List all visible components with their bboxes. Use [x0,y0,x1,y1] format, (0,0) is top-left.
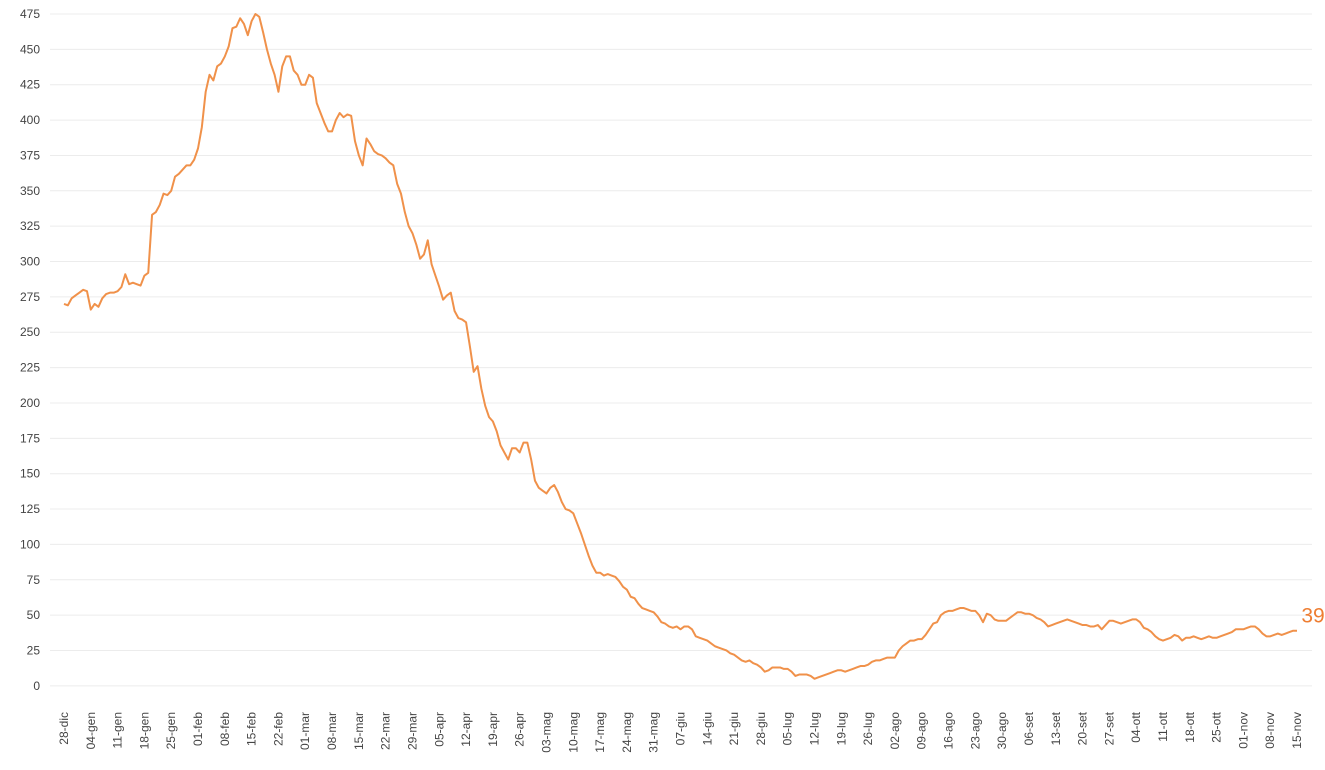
y-tick-label: 0 [33,679,40,693]
y-tick-label: 425 [20,78,40,92]
x-tick-label: 26-apr [513,712,527,747]
y-tick-label: 100 [20,537,40,551]
y-tick-label: 25 [27,643,41,657]
y-tick-label: 475 [20,7,40,21]
y-tick-label: 75 [27,573,41,587]
x-tick-label: 04-gen [84,712,98,749]
y-tick-label: 325 [20,219,40,233]
x-tick-label: 12-lug [808,712,822,745]
x-tick-label: 24-mag [620,712,634,753]
x-tick-label: 18-ott [1183,711,1197,742]
x-tick-label: 30-ago [995,712,1009,750]
x-tick-label: 08-mar [325,712,339,750]
x-tick-label: 05-apr [432,712,446,747]
x-tick-label: 16-ago [942,712,956,750]
y-tick-label: 150 [20,467,40,481]
x-tick-label: 01-mar [298,712,312,750]
x-tick-label: 28-giu [754,712,768,745]
x-tick-label: 22-feb [271,712,285,746]
y-tick-label: 250 [20,325,40,339]
x-tick-label: 02-ago [888,712,902,750]
y-tick-label: 350 [20,184,40,198]
last-value-label: 39 [1301,605,1324,628]
y-tick-label: 175 [20,431,40,445]
y-tick-label: 450 [20,42,40,56]
x-tick-label: 09-ago [915,712,929,750]
x-tick-label: 25-ott [1210,711,1224,742]
x-tick-label: 25-gen [164,712,178,749]
x-tick-label: 14-giu [700,712,714,745]
y-tick-label: 225 [20,361,40,375]
x-tick-label: 08-nov [1263,712,1277,749]
x-tick-label: 07-giu [674,712,688,745]
data-line [63,13,1297,680]
x-tick-label: 18-gen [137,712,151,749]
x-tick-label: 11-ott [1156,711,1170,741]
x-tick-label: 26-lug [861,712,875,745]
x-tick-label: 04-ott [1129,711,1143,742]
x-tick-label: 15-feb [245,712,259,746]
x-tick-label: 19-apr [486,712,500,747]
x-tick-label: 03-mag [539,712,553,753]
x-tick-label: 05-lug [781,712,795,745]
y-tick-label: 400 [20,113,40,127]
x-tick-label: 08-feb [218,712,232,746]
y-tick-label: 200 [20,396,40,410]
x-tick-label: 17-mag [593,712,607,753]
y-tick-label: 375 [20,148,40,162]
x-tick-label: 23-ago [968,712,982,750]
y-tick-label: 50 [27,608,41,622]
x-tick-label: 06-set [1022,711,1036,745]
x-tick-label: 01-feb [191,712,205,746]
x-tick-label: 20-set [1076,711,1090,745]
y-tick-label: 275 [20,290,40,304]
x-tick-label: 12-apr [459,712,473,747]
y-tick-label: 125 [20,502,40,516]
x-tick-label: 31-mag [647,712,661,753]
x-tick-label: 27-set [1102,711,1116,745]
x-tick-label: 13-set [1049,711,1063,745]
x-tick-label: 11-gen [111,712,125,748]
x-tick-label: 19-lug [834,712,848,745]
x-tick-label: 15-nov [1290,712,1304,749]
x-tick-label: 22-mar [379,712,393,750]
x-tick-label: 15-mar [352,712,366,750]
x-tick-label: 21-giu [727,712,741,745]
y-tick-label: 300 [20,255,40,269]
x-tick-label: 28-dic [57,712,71,745]
x-tick-label: 29-mar [405,712,419,750]
x-tick-label: 10-mag [566,712,580,753]
x-tick-label: 01-nov [1236,712,1250,749]
